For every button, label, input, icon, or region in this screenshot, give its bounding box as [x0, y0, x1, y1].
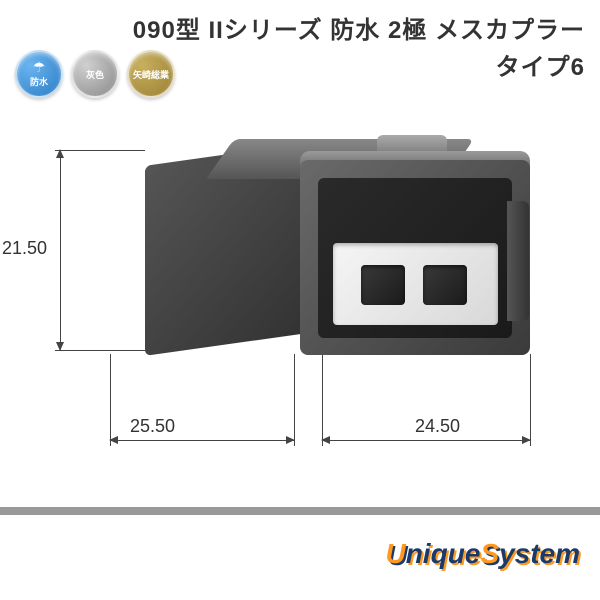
connector-terminal-2 [423, 265, 467, 305]
title-block: 090型 IIシリーズ 防水 2極 メスカプラー タイプ6 [133, 10, 585, 82]
dim-height-ext-top [55, 150, 145, 151]
connector-side-rib [507, 201, 529, 321]
brand-logo: UniqueSystem [385, 538, 580, 570]
badge-color-label: 灰色 [86, 68, 104, 81]
dim-width-ext-left [322, 354, 323, 446]
connector-terminal-1 [361, 265, 405, 305]
connector-insert [333, 243, 498, 325]
dim-depth-ext-right [294, 354, 295, 446]
umbrella-icon: ☂ [33, 60, 46, 74]
logo-s: S [480, 538, 499, 569]
badge-waterproof-label: 防水 [30, 75, 48, 88]
badge-color: 灰色 [71, 50, 119, 98]
dim-height-ext-bottom [55, 350, 145, 351]
dim-depth-label: 25.50 [130, 416, 175, 437]
technical-diagram: 21.50 25.50 24.50 [40, 110, 560, 470]
logo-nique: nique [406, 538, 481, 569]
logo-ystem: ystem [499, 538, 580, 569]
footer-divider [0, 507, 600, 515]
title-line-1: 090型 IIシリーズ 防水 2極 メスカプラー [133, 10, 585, 45]
title-line-2: タイプ6 [133, 47, 585, 82]
badge-manufacturer: 矢崎総業 [127, 50, 175, 98]
dim-depth-ext-left [110, 354, 111, 446]
badge-manufacturer-label: 矢崎総業 [133, 68, 169, 81]
connector-render [145, 145, 525, 355]
badge-waterproof: ☂ 防水 [15, 50, 63, 98]
dim-width-label: 24.50 [415, 416, 460, 437]
dim-depth-arrow [110, 440, 294, 441]
logo-u: U [385, 538, 405, 569]
dim-height-label: 21.50 [2, 238, 47, 259]
badge-row: ☂ 防水 灰色 矢崎総業 [15, 50, 175, 98]
dim-width-arrow [322, 440, 530, 441]
dim-height-arrow [60, 150, 61, 350]
connector-body [145, 145, 525, 355]
dim-width-ext-right [530, 354, 531, 446]
product-card: 090型 IIシリーズ 防水 2極 メスカプラー タイプ6 ☂ 防水 灰色 矢崎… [0, 0, 600, 600]
